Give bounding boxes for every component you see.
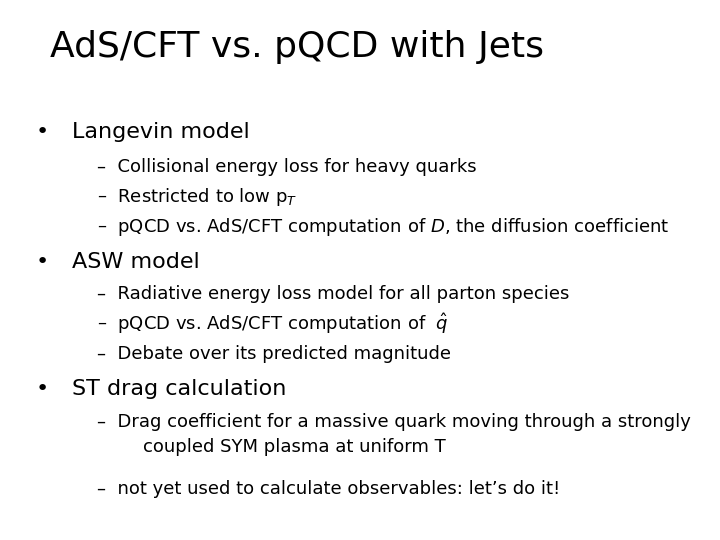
Text: –  Restricted to low p$_T$: – Restricted to low p$_T$ bbox=[97, 186, 297, 208]
Text: •: • bbox=[36, 122, 49, 143]
Text: –  pQCD vs. AdS/CFT computation of $D$, the diffusion coefficient: – pQCD vs. AdS/CFT computation of $D$, t… bbox=[97, 216, 670, 238]
Text: –  Debate over its predicted magnitude: – Debate over its predicted magnitude bbox=[97, 345, 451, 363]
Text: –  Drag coefficient for a massive quark moving through a strongly
        couple: – Drag coefficient for a massive quark m… bbox=[97, 413, 691, 456]
Text: ASW model: ASW model bbox=[72, 252, 199, 272]
Text: –  pQCD vs. AdS/CFT computation of  $\hat{q}$: – pQCD vs. AdS/CFT computation of $\hat{… bbox=[97, 312, 449, 336]
Text: •: • bbox=[36, 252, 49, 272]
Text: •: • bbox=[36, 379, 49, 399]
Text: Langevin model: Langevin model bbox=[72, 122, 250, 143]
Text: –  Radiative energy loss model for all parton species: – Radiative energy loss model for all pa… bbox=[97, 285, 570, 303]
Text: –  Collisional energy loss for heavy quarks: – Collisional energy loss for heavy quar… bbox=[97, 158, 477, 177]
Text: ST drag calculation: ST drag calculation bbox=[72, 379, 287, 399]
Text: AdS/CFT vs. pQCD with Jets: AdS/CFT vs. pQCD with Jets bbox=[50, 30, 544, 64]
Text: –  not yet used to calculate observables: let’s do it!: – not yet used to calculate observables:… bbox=[97, 480, 560, 498]
